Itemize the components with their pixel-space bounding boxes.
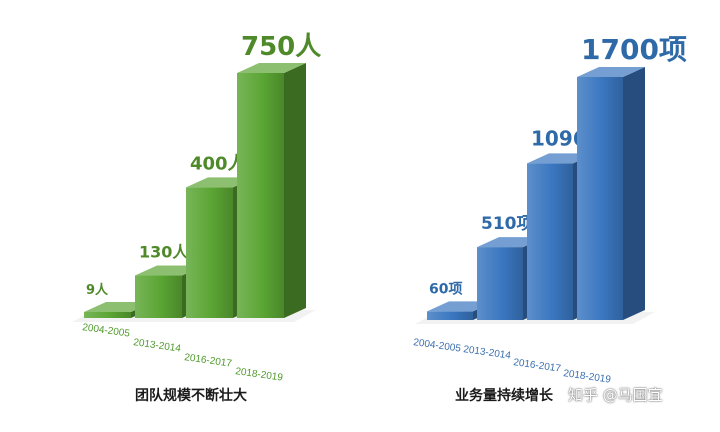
chart-caption-business: 业务量持续增长 bbox=[455, 388, 553, 404]
watermark-text: 知乎 @马国宜 bbox=[568, 386, 663, 404]
chart-0-group: 9人 2004-2005 130人 2013-2014 400人 2016-2017 750… bbox=[72, 32, 321, 384]
data-label-0-2: 400人 bbox=[190, 153, 247, 174]
bar-front-face bbox=[186, 187, 233, 318]
data-label-1-0: 60项 bbox=[429, 281, 462, 297]
bar-front-face bbox=[237, 73, 284, 318]
data-label-1-1: 510项 bbox=[481, 214, 534, 234]
data-label-0-0: 9人 bbox=[86, 282, 109, 298]
bar-front-face bbox=[477, 247, 523, 320]
bar-front-face bbox=[427, 311, 473, 320]
bar-front-face bbox=[135, 275, 182, 318]
tick-label-0-3: 2018-2019 bbox=[235, 366, 284, 384]
bar-front-face bbox=[577, 77, 623, 320]
tick-label-1-0: 2004-2005 bbox=[413, 337, 462, 355]
bar-front-face bbox=[527, 163, 573, 320]
bar-1-3 bbox=[577, 67, 645, 320]
bar-top-face bbox=[577, 67, 645, 77]
chart-1-group: 60项2004-2005510项2013-20141096项2016-20171… bbox=[413, 33, 687, 386]
bar-front-face bbox=[84, 312, 131, 318]
tick-label-1-1: 2013-2014 bbox=[463, 344, 512, 362]
data-label-0-1: 130人 bbox=[139, 243, 189, 262]
tick-label-0-1: 2013-2014 bbox=[133, 337, 182, 355]
data-label-1-3: 1700项 bbox=[581, 33, 687, 66]
bar-0-3 bbox=[237, 63, 306, 318]
data-label-0-3: 750人 bbox=[241, 32, 321, 62]
bar-side-face bbox=[284, 63, 306, 318]
tick-label-1-2: 2016-2017 bbox=[513, 357, 562, 375]
tick-label-0-2: 2016-2017 bbox=[184, 352, 233, 370]
tick-label-0-0: 2004-2005 bbox=[82, 322, 131, 340]
bar-top-face bbox=[237, 63, 306, 73]
bar-side-face bbox=[623, 67, 645, 320]
chart-caption-team: 团队规模不断壮大 bbox=[135, 388, 247, 404]
